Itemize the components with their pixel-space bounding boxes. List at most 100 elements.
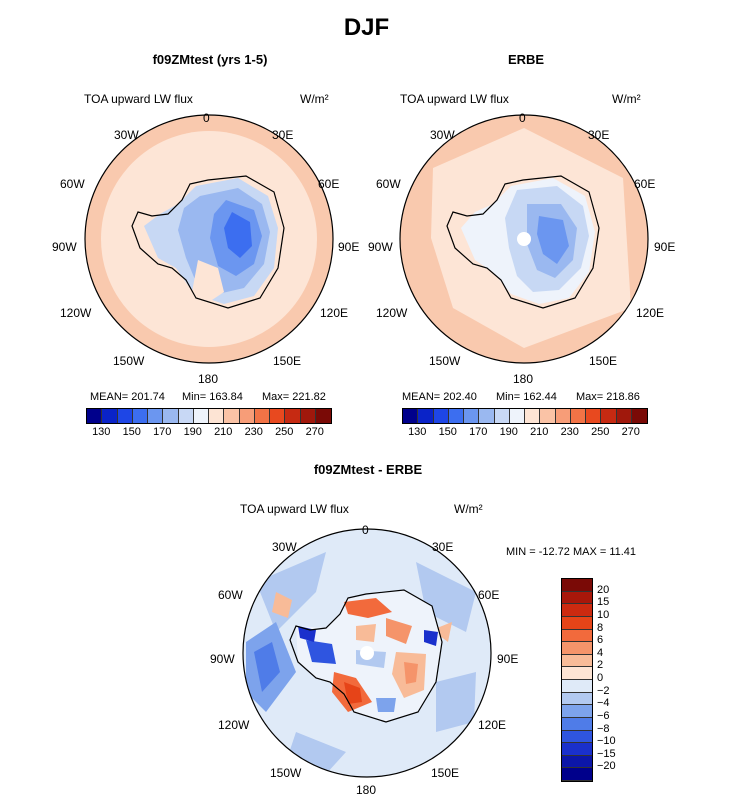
colorbar-tick-label: 210	[214, 426, 233, 438]
panel-3-lon-label-30e: 30E	[432, 540, 454, 554]
colorbar-tick-label: 170	[469, 426, 488, 438]
panel-1-units: W/m²	[300, 92, 329, 106]
colorbar-swatch	[270, 409, 286, 423]
colorbar-tick-label: 270	[305, 426, 324, 438]
panel-3-title: f09ZMtest - ERBE	[313, 462, 423, 477]
colorbar-tick-label: 150	[122, 426, 141, 438]
colorbar-swatch	[562, 692, 592, 706]
colorbar-tick-label: 190	[499, 426, 518, 438]
panel-1-lon-label-120w: 120W	[60, 306, 92, 320]
panel-2-lon-label-0: 0	[519, 111, 526, 125]
colorbar-swatch	[562, 579, 592, 592]
panel-3-lon-label-180: 180	[356, 783, 377, 797]
colorbar-tick-label: 0	[597, 672, 604, 684]
colorbar-swatch	[254, 409, 270, 423]
panel-1-lon-label-90w: 90W	[52, 240, 77, 254]
colorbar-tick-label: 190	[183, 426, 202, 438]
panel-3-units: W/m²	[454, 502, 483, 516]
panel-1-mean: MEAN= 201.74	[90, 391, 165, 403]
panel-3-lon-label-150w: 150W	[270, 766, 302, 780]
panel-1-lon-label-60w: 60W	[60, 177, 85, 191]
panel-1-variable-label: TOA upward LW flux	[84, 92, 193, 106]
colorbar-swatch	[562, 680, 592, 693]
colorbar-tick-label: 150	[438, 426, 457, 438]
panel-2-colorbar	[402, 408, 648, 424]
colorbar-swatch	[132, 409, 148, 423]
panel-3-lon-label-60e: 60E	[478, 588, 500, 602]
panel-3-variable-label: TOA upward LW flux	[240, 502, 349, 516]
colorbar-swatch	[300, 409, 316, 423]
colorbar-tick-label: 270	[621, 426, 640, 438]
panel-3-lon-label-0: 0	[362, 523, 369, 537]
colorbar-swatch	[87, 409, 103, 423]
panel-3-lon-label-60w: 60W	[218, 588, 243, 602]
panel-2-lon-label-30e: 30E	[588, 128, 610, 142]
panel-2-lon-label-150w: 150W	[429, 354, 461, 368]
colorbar-swatch	[239, 409, 255, 423]
panel-2-lon-label-90w: 90W	[368, 240, 393, 254]
colorbar-swatch	[403, 409, 419, 423]
colorbar-tick-label: 210	[530, 426, 549, 438]
colorbar-swatch	[562, 616, 592, 630]
colorbar-swatch	[193, 409, 209, 423]
colorbar-tick-label: 10	[597, 608, 610, 621]
colorbar-swatch	[562, 642, 592, 655]
colorbar-tick-label: 130	[92, 426, 111, 438]
colorbar-tick-label: 250	[591, 426, 610, 438]
colorbar-tick-label: −20	[597, 760, 616, 773]
panel-1-min: Min= 163.84	[182, 391, 243, 403]
colorbar-tick-label: −4	[597, 697, 610, 710]
colorbar-tick-label: 230	[244, 426, 263, 438]
panel-3-colorbar-labels: 20 15 10 8 6 4 2 0 −2 −4 −6 −8 −10 −15 −20	[597, 578, 637, 780]
panel-2-max: Max= 218.86	[576, 391, 640, 403]
colorbar-tick-label: 2	[597, 659, 604, 672]
panel-1-polar-map	[84, 114, 334, 364]
colorbar-swatch	[555, 409, 571, 423]
colorbar-tick-label: 230	[560, 426, 579, 438]
panel-2-lon-label-90e: 90E	[654, 240, 676, 254]
panel-2-lon-label-120w: 120W	[376, 306, 408, 320]
colorbar-tick-label: 20	[597, 583, 610, 596]
panel-1-lon-label-120e: 120E	[320, 306, 349, 320]
panel-3-lon-label-120e: 120E	[478, 718, 507, 732]
panel-1-lon-label-30e: 30E	[272, 128, 294, 142]
colorbar-tick-label: 6	[597, 634, 604, 647]
colorbar-swatch	[562, 705, 592, 718]
colorbar-swatch	[433, 409, 449, 423]
colorbar-tick-label: 8	[597, 621, 604, 634]
colorbar-swatch	[562, 768, 592, 781]
figure-title: DJF	[343, 14, 390, 41]
colorbar-swatch	[418, 409, 434, 423]
panel-1-colorbar	[86, 408, 332, 424]
colorbar-swatch	[562, 730, 592, 744]
panel-1-max: Max= 221.82	[262, 391, 326, 403]
panel-2-colorbar-labels: 130 150 170 190 210 230 250 270	[402, 426, 646, 440]
colorbar-swatch	[448, 409, 464, 423]
panel-1-lon-label-0: 0	[203, 111, 210, 125]
panel-1-colorbar-labels: 130 150 170 190 210 230 250 270	[86, 426, 330, 440]
panel-2-title: ERBE	[507, 52, 545, 67]
colorbar-swatch	[464, 409, 480, 423]
colorbar-swatch	[479, 409, 495, 423]
panel-3-lon-label-30w: 30W	[272, 540, 297, 554]
panel-2-mean: MEAN= 202.40	[402, 391, 477, 403]
colorbar-swatch	[631, 409, 647, 423]
colorbar-swatch	[562, 743, 592, 756]
colorbar-swatch	[163, 409, 179, 423]
colorbar-tick-label: −2	[597, 684, 610, 697]
colorbar-swatch	[178, 409, 194, 423]
panel-2-lon-label-30w: 30W	[430, 128, 455, 142]
colorbar-tick-label: 15	[597, 596, 610, 609]
panel-2-units: W/m²	[612, 92, 641, 106]
panel-2-lon-label-60w: 60W	[376, 177, 401, 191]
colorbar-tick-label: −8	[597, 722, 610, 735]
panel-1-lon-label-90e: 90E	[338, 240, 360, 254]
colorbar-swatch	[509, 409, 525, 423]
panel-1-lon-label-150w: 150W	[113, 354, 145, 368]
colorbar-tick-label: 4	[597, 646, 604, 659]
panel-1-title: f09ZMtest (yrs 1-5)	[152, 52, 268, 67]
colorbar-tick-label: −15	[597, 747, 616, 760]
colorbar-swatch	[586, 409, 602, 423]
panel-2-min: Min= 162.44	[496, 391, 557, 403]
panel-1-lon-label-180: 180	[198, 372, 219, 386]
